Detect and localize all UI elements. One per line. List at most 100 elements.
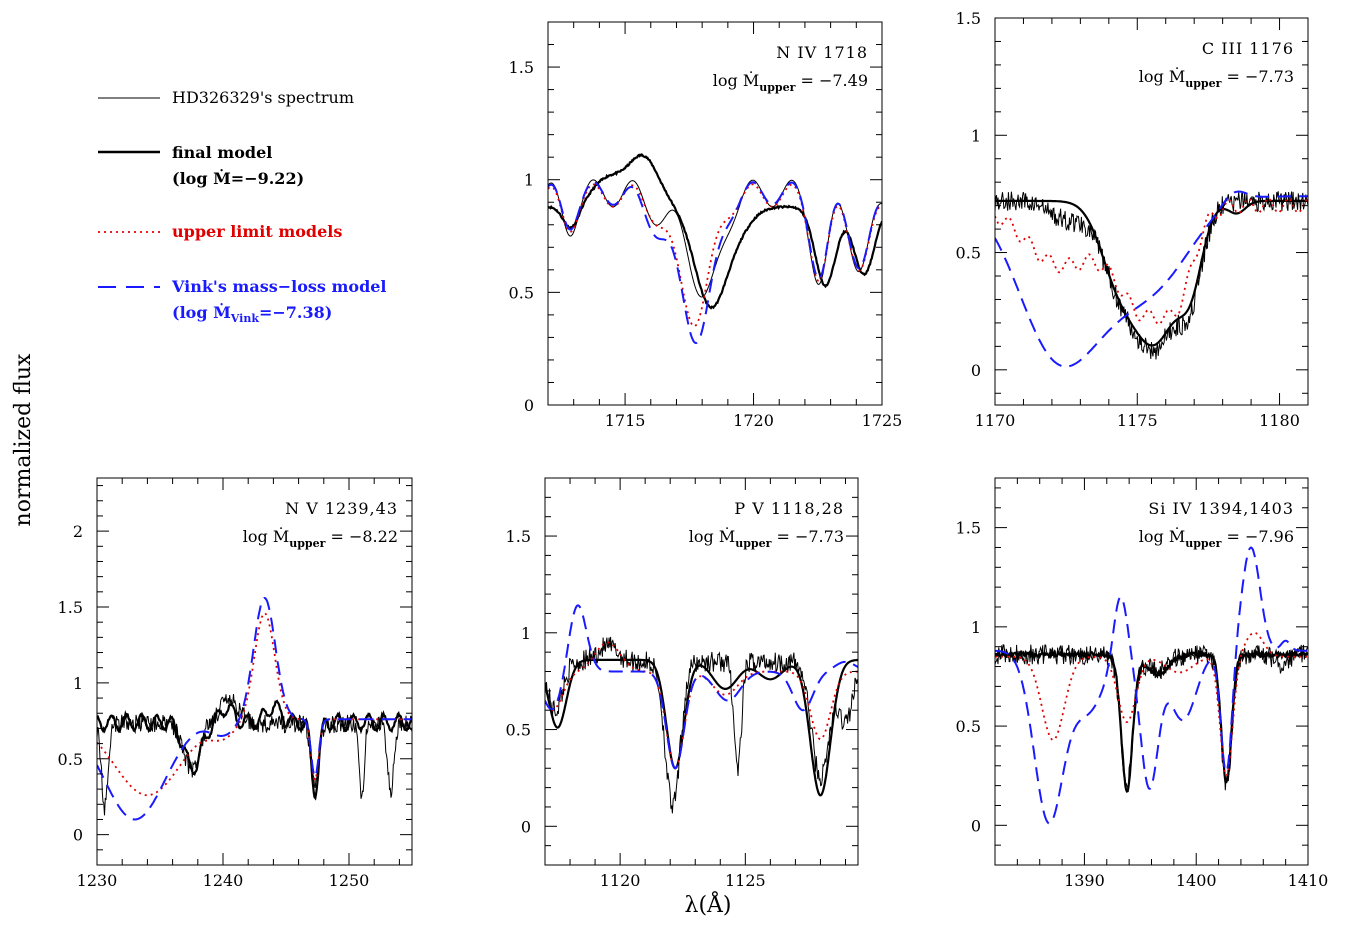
y-tick-label: 0.5 [956,244,981,263]
upper-limit-model-line [995,197,1308,326]
y-tick-label: 1 [521,624,531,643]
legend-final-sub: (log Ṁ=−9.22) [172,168,304,188]
x-tick-label: 1230 [77,871,118,890]
mdot-log: log Ṁ [1139,526,1185,546]
x-tick-label: 1240 [203,871,244,890]
mdot-value: −7.73 [1245,67,1294,86]
x-tick-label: 1170 [975,411,1016,430]
panel-mdot-label: log Ṁupper = −7.73 [689,526,844,550]
x-tick-label: 1390 [1064,871,1105,890]
panel-title: P V 1118,28 [734,499,844,518]
panel-n4: 1715 1720 1725 0 0.5 1 1.5 N IV 1718 log Ṁupper … [509,21,903,430]
series-group [545,604,858,814]
y-tick-label: 1 [971,126,981,145]
y-tick-label: 0 [521,817,531,836]
panel-mdot-label: log Ṁupper = −7.73 [1139,66,1294,90]
y-tick-label: 1 [73,674,83,693]
axes-frame [96,477,413,866]
y-tick-label: 0 [524,396,534,415]
legend-vink-sub-post: =−7.38) [259,303,332,322]
mdot-value: −7.49 [819,71,868,90]
series-group [995,546,1308,825]
mdot-log: log Ṁ [243,526,289,546]
panel-title: N V 1239,43 [285,499,398,518]
legend-upper-label: upper limit models [172,222,342,241]
mdot-equals: = [795,71,819,90]
legend-vink-sub: (log ṀVink=−7.38) [172,302,332,325]
y-tick-label: 0.5 [956,717,981,736]
mdot-equals: = [325,527,349,546]
mdot-equals: = [1221,67,1245,86]
panel-title: Si IV 1394,1403 [1148,499,1294,518]
mdot-value: −7.96 [1245,527,1294,546]
x-tick-label: 1180 [1259,411,1300,430]
x-tick-label: 1725 [862,411,903,430]
y-tick-label: 0.5 [509,283,534,302]
x-tick-label: 1410 [1288,871,1329,890]
upper-limit-model-line [995,631,1308,777]
legend-final-label: final model [172,143,272,162]
x-tick-label: 1720 [733,411,774,430]
observed-spectrum-line [995,644,1308,791]
panel-p5: 1120 1125 0 0.5 1 1.5 P V 1118,28 log Ṁupper = … [506,477,859,890]
mdot-value: −8.22 [349,527,398,546]
observed-spectrum-line [548,179,882,298]
axes-frame [547,21,883,406]
mdot-subscript: upper [1185,77,1221,90]
observed-spectrum-line [545,636,858,814]
x-tick-label: 1715 [605,411,646,430]
x-tick-label: 1175 [1117,411,1158,430]
vink-model-line [545,604,858,770]
y-tick-label: 1.5 [506,527,531,546]
panel-n5: 1230 1240 1250 0 0.5 1 1.5 2 N V 1239,43 log Ṁupp… [58,477,413,890]
final-model-line [548,152,882,310]
y-tick-label: 1.5 [58,598,83,617]
y-tick-label: 2 [73,522,83,541]
observed-spectrum-line [97,694,412,816]
mdot-equals: = [1221,527,1245,546]
vink-model-line [548,181,882,345]
mdot-log: log Ṁ [1139,66,1185,86]
x-tick-label: 1400 [1176,871,1217,890]
vink-model-line [995,546,1308,825]
legend-spectrum-label: HD326329's spectrum [172,88,354,107]
y-tick-label: 0 [73,826,83,845]
final-model-line [995,199,1308,347]
mdot-subscript: upper [735,537,771,550]
legend-vink-label: Vink's mass−loss model [171,277,387,296]
axes-frame [994,17,1309,406]
x-axis-label: λ(Å) [685,890,732,918]
y-tick-label: 1.5 [509,58,534,77]
x-tick-label: 1125 [725,871,766,890]
x-tick-label: 1250 [329,871,370,890]
legend-vink-sub-pre: (log Ṁ [172,302,231,322]
y-axis-label: normalized flux [11,353,36,527]
final-model-line [97,699,412,801]
y-tick-label: 1 [524,171,534,190]
series-group [548,152,882,345]
panel-mdot-label: log Ṁupper = −8.22 [243,526,398,550]
mdot-value: −7.73 [795,527,844,546]
mdot-log: log Ṁ [689,526,735,546]
panel-si4: 1390 1400 1410 0 0.5 1 1.5 Si IV 1394,1403 log Ṁ… [956,477,1329,890]
series-group [97,596,412,821]
panel-mdot-label: log Ṁupper = −7.96 [1139,526,1294,550]
final-model-line [995,648,1308,793]
y-tick-label: 0.5 [58,750,83,769]
y-tick-label: 1.5 [956,519,981,538]
observed-spectrum-line [995,191,1308,360]
legend: HD326329's spectrum final model (log Ṁ=−… [98,88,387,325]
panel-title: C III 1176 [1202,39,1294,58]
mdot-subscript: upper [1185,537,1221,550]
y-tick-label: 0 [971,816,981,835]
y-tick-label: 0 [971,361,981,380]
panel-c3: 1170 1175 1180 0 0.5 1 1.5 C III 1176 log Ṁupper… [956,9,1309,430]
legend-vink-sub-subscript: Vink [230,312,260,325]
y-tick-label: 0.5 [506,721,531,740]
mdot-subscript: upper [759,81,795,94]
mdot-equals: = [771,527,795,546]
vink-model-line [995,190,1308,368]
y-tick-label: 1 [971,618,981,637]
